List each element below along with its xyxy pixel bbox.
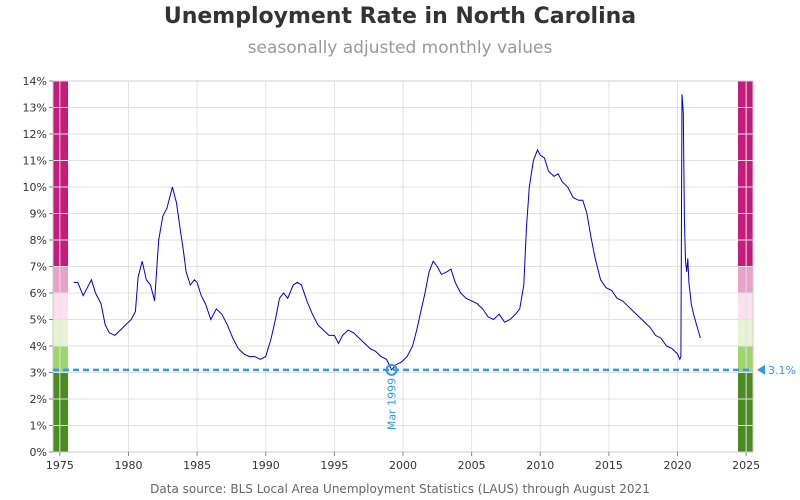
x-tick-label: 1980 xyxy=(114,459,142,472)
y-tick-label: 10% xyxy=(23,181,47,194)
y-tick-label: 14% xyxy=(23,75,47,88)
color-band-right xyxy=(738,81,753,452)
x-tick-label: 2000 xyxy=(389,459,417,472)
x-tick-label: 1990 xyxy=(252,459,280,472)
color-band-left-1 xyxy=(53,346,68,373)
x-tick-label: 2020 xyxy=(664,459,692,472)
y-tick-label: 3% xyxy=(30,367,47,380)
y-tick-label: 5% xyxy=(30,314,47,327)
series-line-unemployment xyxy=(73,94,701,371)
x-tick-label: 1995 xyxy=(320,459,348,472)
y-axis: 0% 1% 2% 3% 4% 5% 6% 7% 8% 9% 10% 11% 12% 13% 14% xyxy=(23,75,53,459)
color-band-right-3 xyxy=(738,293,753,320)
color-band-left-3 xyxy=(53,293,68,320)
color-band-right-4 xyxy=(738,266,753,293)
color-band-left-2 xyxy=(53,319,68,346)
x-tick-label: 1985 xyxy=(183,459,211,472)
y-tick-label: 4% xyxy=(30,340,47,353)
grid-lines xyxy=(53,80,753,453)
color-band-left-5 xyxy=(53,81,68,267)
y-tick-label: 11% xyxy=(23,155,47,168)
color-band-left-0 xyxy=(53,372,68,452)
color-band-right-0 xyxy=(738,372,753,452)
reference-line-label: 3.1% xyxy=(768,364,796,377)
minimum-point-marker xyxy=(385,363,398,376)
y-tick-label: 13% xyxy=(23,102,47,115)
minimum-point-label: Mar 1999 xyxy=(386,378,399,430)
color-band-right-2 xyxy=(738,319,753,346)
x-tick-label: 2015 xyxy=(595,459,623,472)
x-axis: 1975 1980 1985 1990 1995 2000 2005 2010 2015 2020… xyxy=(46,452,760,472)
y-tick-label: 8% xyxy=(30,234,47,247)
y-tick-label: 7% xyxy=(30,261,47,274)
x-tick-label: 1975 xyxy=(46,459,74,472)
y-tick-label: 12% xyxy=(23,128,47,141)
y-tick-label: 6% xyxy=(30,287,47,300)
x-tick-label: 2005 xyxy=(458,459,486,472)
x-tick-label: 2010 xyxy=(526,459,554,472)
chart-title: Unemployment Rate in North Carolina xyxy=(163,4,637,29)
color-band-left-4 xyxy=(53,266,68,293)
y-tick-label: 1% xyxy=(30,420,47,433)
y-tick-label: 2% xyxy=(30,393,47,406)
reference-arrow-icon xyxy=(757,364,765,375)
source-note: Data source: BLS Local Area Unemployment… xyxy=(150,482,650,496)
y-tick-label: 9% xyxy=(30,208,47,221)
color-band-right-5 xyxy=(738,81,753,267)
y-tick-label: 0% xyxy=(30,446,47,459)
color-band-left xyxy=(53,81,68,452)
color-band-right-1 xyxy=(738,346,753,373)
chart-subtitle: seasonally adjusted monthly values xyxy=(247,38,553,58)
x-tick-label: 2025 xyxy=(732,459,760,472)
